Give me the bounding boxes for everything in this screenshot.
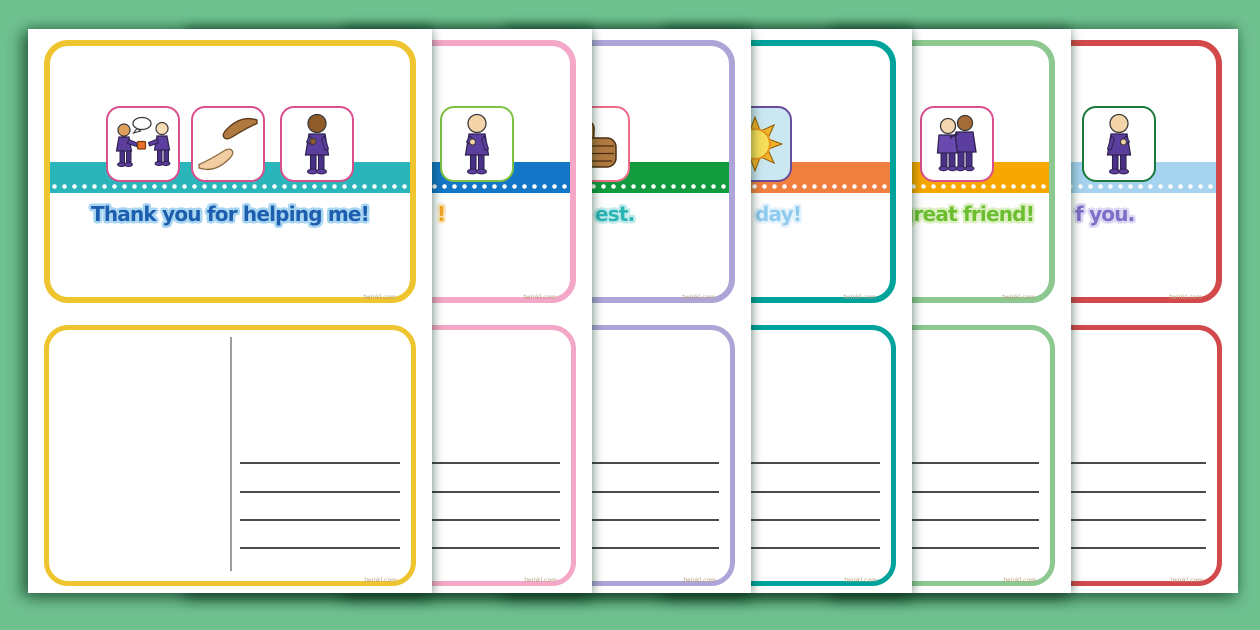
address-line — [720, 547, 880, 549]
two-people-gift-icon — [106, 106, 180, 182]
watermark: twinkl.com — [683, 577, 716, 584]
address-line — [559, 462, 719, 464]
watermark: twinkl.com — [843, 294, 876, 301]
watermark: twinkl.com — [1169, 294, 1202, 301]
watermark: twinkl.com — [524, 577, 557, 584]
address-line — [400, 547, 560, 549]
postcard-front-1: Thank you for helping me! twinkl.com — [44, 40, 416, 303]
address-line — [240, 519, 400, 521]
watermark: twinkl.com — [1003, 577, 1036, 584]
person-raising-hand-icon — [1082, 106, 1156, 182]
watermark: twinkl.com — [844, 577, 877, 584]
person-hand-on-chest-icon — [280, 106, 354, 182]
address-line — [1046, 547, 1206, 549]
postcard-divider — [230, 337, 232, 571]
address-line — [400, 462, 560, 464]
address-line — [240, 462, 400, 464]
dotted-line — [52, 184, 408, 189]
address-line — [879, 491, 1039, 493]
address-line — [400, 491, 560, 493]
postcard-back-1: twinkl.com — [44, 325, 416, 586]
address-line — [400, 519, 560, 521]
postcard-page-1: Thank you for helping me! twinkl.com twi… — [28, 29, 432, 593]
address-line — [720, 462, 880, 464]
postcard-message: day! — [755, 202, 802, 226]
address-line — [559, 519, 719, 521]
postcard-message: Thank you for helping me! — [91, 202, 370, 226]
watermark: twinkl.com — [364, 577, 397, 584]
postcard-message: f you. — [1075, 202, 1135, 226]
address-line — [240, 491, 400, 493]
address-line — [559, 547, 719, 549]
address-line — [720, 491, 880, 493]
watermark: twinkl.com — [1170, 577, 1203, 584]
postcard-message: est. — [595, 202, 635, 226]
postcard-message: ! — [437, 202, 446, 226]
watermark: twinkl.com — [682, 294, 715, 301]
watermark: twinkl.com — [523, 294, 556, 301]
two-friends-icon — [920, 106, 994, 182]
helping-hands-icon — [191, 106, 265, 182]
person-raising-hand-icon — [440, 106, 514, 182]
address-line — [720, 519, 880, 521]
address-line — [559, 491, 719, 493]
address-line — [879, 547, 1039, 549]
address-line — [240, 547, 400, 549]
address-line — [879, 519, 1039, 521]
watermark: twinkl.com — [363, 294, 396, 301]
address-line — [1046, 491, 1206, 493]
watermark: twinkl.com — [1002, 294, 1035, 301]
address-line — [1046, 462, 1206, 464]
address-line — [1046, 519, 1206, 521]
address-line — [879, 462, 1039, 464]
postcard-message: great friend! — [900, 202, 1035, 226]
